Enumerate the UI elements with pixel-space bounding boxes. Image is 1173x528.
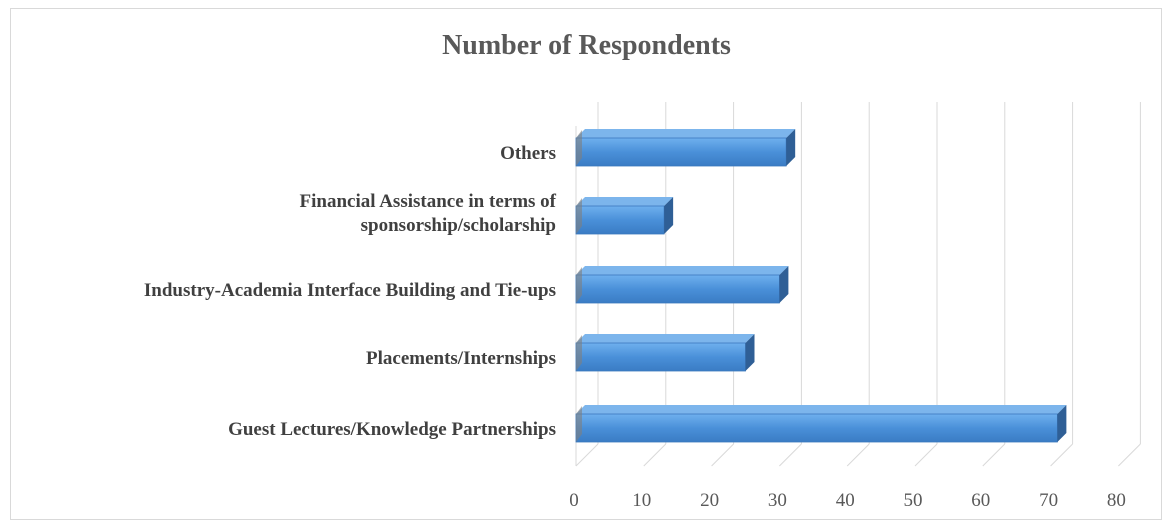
floor-gridline [779,443,802,467]
category-label: Guest Lectures/Knowledge Partnerships [228,419,556,440]
bar [575,342,746,372]
bar-top-face [576,405,1067,414]
x-tick-label: 40 [836,490,855,511]
bar [575,137,787,167]
floor-gridline [643,443,667,467]
bar-side-face [779,266,789,303]
category-label: Others [500,143,556,164]
bar-side-face [664,197,674,234]
bar [575,274,780,304]
bar [575,413,1058,443]
floor-gridline [575,443,599,467]
x-tick-label: 60 [971,490,990,511]
bar-shadow [576,130,582,166]
category-label: Placements/Internships [366,348,556,369]
bar-top-face [576,334,755,343]
x-tick-label: 20 [700,490,719,511]
bar [575,205,665,235]
category-label: sponsorship/scholarship [361,215,556,236]
category-label: Industry-Academia Interface Building and… [144,280,556,301]
x-tick-label: 30 [768,490,787,511]
bar-side-face [745,334,755,371]
bar-shadow [576,335,582,371]
chart-title: Number of Respondents [442,30,731,61]
x-tick-label: 50 [904,490,923,511]
x-tick-label: 0 [569,490,579,511]
floor-gridline [846,443,870,467]
bar-shadow [576,406,582,442]
floor-gridline [982,443,1006,467]
bar-shadow [576,267,582,303]
bar-top-face [576,197,674,206]
x-tick-label: 70 [1039,490,1058,511]
chart-frame [10,8,1162,520]
bar-top-face [576,266,789,275]
floor-gridline [711,443,734,467]
bar-side-face [786,129,796,166]
bar-top-face [576,129,796,138]
floor-gridline [1050,443,1073,467]
floor-gridline [914,443,938,467]
category-label: Financial Assistance in terms of [300,191,557,212]
x-tick-label: 10 [632,490,651,511]
bar-side-face [1057,405,1067,442]
floor-gridline [1118,443,1141,467]
x-tick-label: 80 [1107,490,1126,511]
bar-shadow [576,198,582,234]
